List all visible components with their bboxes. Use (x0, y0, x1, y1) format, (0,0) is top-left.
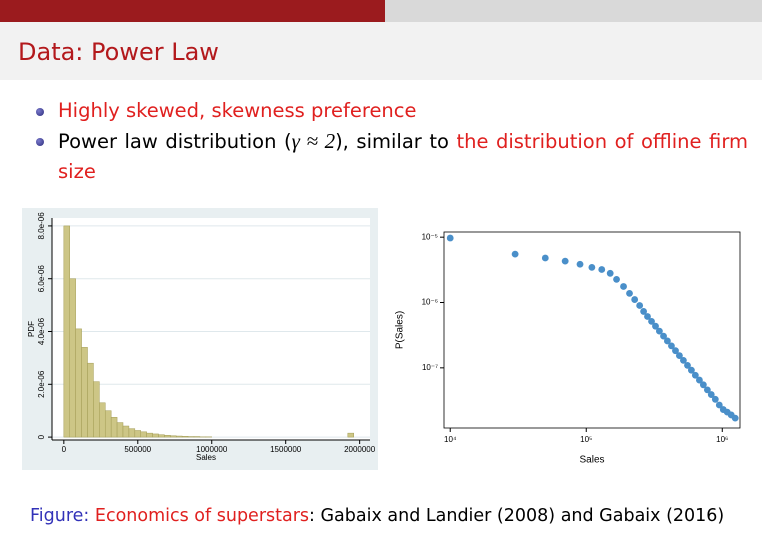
bar (122, 425, 130, 438)
bar (134, 430, 141, 438)
point (660, 332, 667, 340)
y-tick-label: 10⁻⁶ (422, 298, 438, 307)
point (636, 302, 644, 309)
caption-label: Figure: (30, 506, 90, 526)
bar (81, 347, 88, 438)
point (588, 263, 596, 271)
y-tick-label: 10⁻⁵ (422, 232, 438, 241)
bar (146, 432, 153, 438)
point (699, 381, 707, 389)
point (648, 317, 655, 325)
point (731, 414, 739, 422)
x-tick-label: 2000000 (344, 445, 376, 454)
caption: Figure: Economics of superstars: Gabaix … (30, 506, 724, 526)
math: γ ≈ 2 (291, 129, 336, 153)
point (644, 313, 651, 320)
point (541, 254, 549, 262)
x-tick-label: 0 (62, 445, 67, 454)
top-bar (385, 0, 762, 22)
bar (75, 328, 82, 438)
x-tick-label: 10⁵ (580, 435, 592, 444)
bar (63, 225, 70, 438)
y-tick-label: 10⁻⁷ (422, 363, 438, 372)
point (688, 366, 695, 374)
point (715, 401, 723, 409)
bar (87, 362, 94, 438)
title-bar (0, 22, 762, 80)
point (626, 289, 633, 297)
y-axis-label: P(Sales) (395, 311, 406, 349)
x-tick-label: 10⁶ (716, 435, 728, 444)
point (656, 327, 663, 335)
point (691, 371, 699, 379)
point (613, 275, 620, 283)
bullet-list: Highly skewed, skewness preference Power… (36, 96, 748, 187)
bar (187, 436, 195, 438)
y-tick-label: 4.0e-06 (37, 317, 46, 345)
point (640, 308, 647, 315)
point (711, 395, 719, 403)
bar (158, 434, 165, 438)
x-tick-label: 1000000 (196, 445, 228, 454)
bar (104, 410, 112, 438)
point (606, 269, 614, 277)
point (446, 234, 454, 242)
bar (93, 381, 100, 438)
point (684, 361, 691, 369)
bar (152, 433, 159, 438)
text: ), similar to (335, 130, 457, 153)
point (668, 342, 675, 350)
plot-area (443, 231, 741, 429)
point (703, 386, 711, 394)
caption-text: : Gabaix and Landier (2008) and Gabaix (… (309, 506, 725, 526)
bar (170, 435, 177, 438)
bar (69, 278, 76, 438)
x-axis-label: Sales (196, 453, 216, 462)
x-axis-label: Sales (579, 455, 604, 466)
point (663, 337, 671, 345)
x-tick-label: 10⁴ (444, 435, 457, 444)
bar (110, 417, 118, 438)
highlight: the distribution of offline firm size (58, 130, 748, 183)
x-tick-label: 500000 (124, 445, 151, 454)
point (672, 347, 679, 355)
bullet: Highly skewed, skewness preference (36, 96, 748, 126)
point (696, 376, 703, 384)
top-bar (0, 0, 385, 22)
y-tick-label: 6.0e-06 (37, 265, 46, 293)
caption-title: Economics of superstars (94, 506, 310, 526)
bar (347, 432, 354, 438)
y-tick-label: 0 (37, 434, 46, 439)
bar (193, 436, 201, 438)
bar (128, 428, 136, 438)
point (561, 257, 569, 265)
point (707, 391, 715, 398)
slide-title: Data: Power Law (18, 38, 219, 66)
y-tick-label: 2.0e-06 (37, 370, 46, 398)
point (652, 322, 659, 330)
point (598, 266, 606, 273)
bar (140, 431, 147, 438)
point (620, 283, 627, 290)
point (680, 356, 687, 364)
y-tick-label: 8.0e-06 (37, 212, 46, 240)
bar (181, 436, 189, 438)
point (576, 260, 584, 268)
bar (175, 435, 183, 438)
bullet: Power law distribution (γ ≈ 2), similar … (36, 126, 748, 187)
text: Power law distribution ( (58, 130, 292, 153)
bar (99, 402, 106, 438)
x-tick-label: 1500000 (270, 445, 302, 454)
bar (116, 422, 124, 438)
bar (164, 434, 171, 438)
y-axis-label: PDF (27, 321, 36, 337)
point (676, 352, 683, 359)
point (631, 296, 639, 303)
point (511, 250, 519, 258)
